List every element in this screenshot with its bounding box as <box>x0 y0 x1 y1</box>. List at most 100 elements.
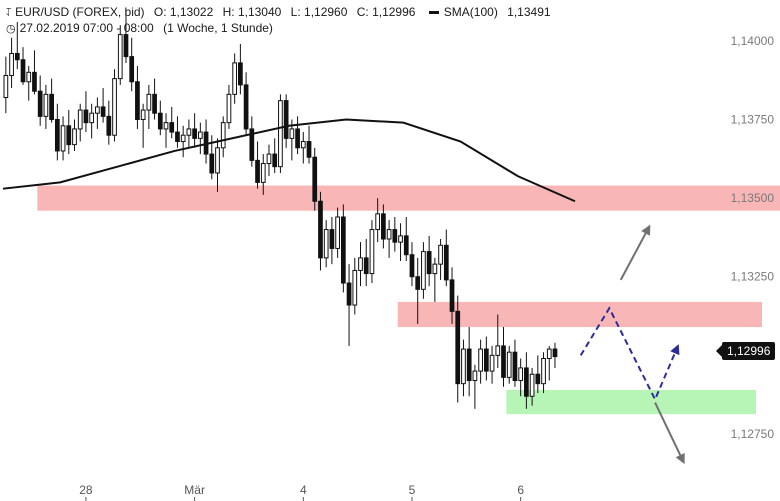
candle-body <box>152 93 157 114</box>
candle-body <box>54 119 60 152</box>
candle-body <box>518 367 524 382</box>
y-tick-label: 1,14000 <box>731 34 775 48</box>
candle-body <box>495 345 501 356</box>
candle-body <box>340 216 346 284</box>
candle-body <box>346 282 352 306</box>
candle-body <box>381 213 386 240</box>
candle-body <box>398 235 403 243</box>
candle-body <box>489 354 495 372</box>
candle-body <box>197 131 203 139</box>
candle-body <box>501 345 506 378</box>
candle-body <box>163 122 169 130</box>
candle-body <box>312 156 318 202</box>
sma-label: SMA(100) <box>443 5 498 19</box>
candle-body <box>478 348 483 372</box>
candle-body <box>300 141 306 149</box>
candle-body <box>157 112 163 130</box>
candle-body <box>415 276 421 290</box>
candle-body <box>541 358 546 385</box>
x-tick-label: 6 <box>517 483 524 497</box>
chart-header-time: ◷ 27.02.2019 07:00 - 08:00 (1 Woche, 1 St… <box>6 21 279 36</box>
candle-body <box>66 125 72 146</box>
candle-body <box>524 367 529 397</box>
candle-body <box>146 93 152 111</box>
candle-body <box>26 71 32 83</box>
candle-body <box>60 125 66 152</box>
candle-body <box>438 244 443 265</box>
candle-body <box>226 93 232 124</box>
candle-body <box>529 373 535 397</box>
candle-body <box>421 251 426 290</box>
candle-body <box>175 131 180 143</box>
candle-body <box>295 128 300 149</box>
candle-body <box>169 122 175 133</box>
current-price-badge: 1,12996 <box>715 342 776 360</box>
candle-body <box>449 279 455 312</box>
high-value: H: 1,13040 <box>222 5 282 19</box>
candles-layer <box>3 9 558 409</box>
candle-body <box>32 71 37 92</box>
low-value: L: 1,12960 <box>290 5 348 19</box>
candle-body <box>232 62 238 95</box>
candle-body <box>100 106 106 117</box>
candle-body <box>9 52 14 76</box>
candle-body <box>426 251 432 275</box>
candlestick-chart-icon: ⥡ <box>6 7 12 19</box>
candle-body <box>409 254 415 278</box>
candle-body <box>215 147 220 174</box>
candle-body <box>335 216 340 249</box>
candle-body <box>375 213 381 231</box>
candle-body <box>455 310 461 385</box>
sma-value: 1,13491 <box>507 5 551 19</box>
candle-body <box>466 348 472 382</box>
candle-body <box>255 159 260 183</box>
candle-body <box>83 109 89 124</box>
candle-body <box>129 56 135 83</box>
candle-body <box>318 200 323 259</box>
candle-body <box>77 109 83 130</box>
candle-body <box>289 128 295 139</box>
candle-body <box>272 153 278 168</box>
candle-body <box>95 106 100 114</box>
candle-body <box>278 100 283 168</box>
candle-body <box>260 163 266 183</box>
chart-header-quote: ⥡ EUR/USD (FOREX, bid) O: 1,13022 H: 1,13… <box>6 5 557 20</box>
close-value: C: 1,12996 <box>356 5 416 19</box>
candle-body <box>535 373 541 385</box>
candle-body <box>443 244 449 281</box>
clock-icon: ◷ <box>6 23 16 35</box>
candle-body <box>552 348 558 358</box>
candle-body <box>306 141 312 158</box>
candle-body <box>352 269 358 306</box>
candle-body <box>358 257 363 271</box>
candle-body <box>432 263 438 275</box>
candle-body <box>123 34 129 58</box>
candle-body <box>43 93 49 117</box>
candle-body <box>238 62 243 86</box>
y-tick-label: 1,13750 <box>731 113 775 127</box>
y-tick-label: 1,13500 <box>731 191 775 205</box>
candle-body <box>461 348 466 385</box>
candle-body <box>192 128 197 139</box>
candle-body <box>135 81 140 121</box>
candle-body <box>512 351 518 382</box>
candle-body <box>329 229 335 249</box>
candle-body <box>369 229 375 275</box>
candle-body <box>117 34 123 80</box>
axis-layer: 1,14000 1,13750 1,13500 1,13250 1,12750 28 Mär… <box>79 34 774 501</box>
candle-body <box>283 100 289 139</box>
candle-body <box>506 351 512 378</box>
candle-body <box>249 128 255 161</box>
x-tick-label: 28 <box>79 483 93 497</box>
resistance-zone-0 <box>37 185 780 211</box>
sma-legend-swatch <box>428 11 439 15</box>
candle-body <box>72 128 77 146</box>
candle-body <box>483 348 489 372</box>
candle-body <box>14 52 20 61</box>
scenario-arrow-2 <box>654 402 685 465</box>
candle-body <box>243 84 249 130</box>
candle-body <box>546 348 552 360</box>
candle-body <box>140 109 146 120</box>
candle-body <box>112 78 117 136</box>
